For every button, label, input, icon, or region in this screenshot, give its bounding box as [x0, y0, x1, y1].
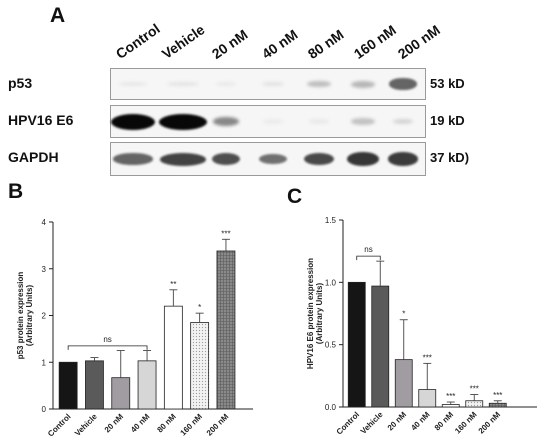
blot-band [389, 78, 417, 90]
blot-band [118, 81, 148, 87]
y-tick-label: 1.0 [325, 278, 337, 287]
x-tick-label: 40 nM [409, 410, 432, 433]
x-tick-label: Control [335, 410, 361, 436]
blot-band [262, 81, 284, 87]
blot-band [392, 118, 414, 125]
y-tick-label: 0.5 [325, 341, 337, 350]
blot-size-label: 37 kD) [430, 150, 470, 165]
panel-letter-b: B [8, 180, 24, 203]
y-tick-label: 4 [42, 218, 47, 227]
blot-band [167, 81, 199, 87]
y-tick-label: 1 [42, 358, 47, 367]
bar [137, 360, 157, 410]
x-tick-label: 200 nM [205, 412, 231, 438]
significance-label: * [198, 303, 201, 312]
significance-label: *** [221, 229, 230, 238]
lane-label: Control [112, 20, 163, 62]
x-tick-label: 160 nM [453, 410, 479, 436]
blot-band [347, 152, 379, 166]
bar [85, 360, 104, 410]
bar-chart-p53: 0 1 2 3 4 p53 protein expression (Arbitrary Un… [16, 218, 253, 439]
blot-row-label: p53 [8, 75, 33, 91]
significance-label: ** [170, 280, 176, 289]
bracket-label: ns [103, 335, 111, 344]
bar [111, 377, 131, 410]
lane-label: 40 nM [258, 26, 301, 62]
blot-band [213, 116, 239, 127]
y-tick-label: 0 [42, 405, 47, 414]
significance-label: *** [446, 392, 455, 401]
lane-label: Vehicle [158, 21, 208, 62]
significance-label: *** [470, 385, 479, 394]
bar [216, 250, 236, 410]
bar [465, 400, 484, 408]
x-tick-label: Vehicle [359, 410, 385, 436]
bracket-label: ns [364, 245, 372, 254]
bar [418, 389, 437, 408]
blot-band [111, 113, 155, 130]
y-tick-label: 0.0 [325, 403, 337, 412]
blot-band [351, 118, 375, 125]
bar [190, 322, 210, 410]
blot-band [216, 81, 236, 87]
blot-band [307, 80, 331, 88]
y-tick-label: 3 [42, 265, 47, 274]
significance-label: *** [423, 353, 432, 362]
x-tick-label: 20 nM [103, 412, 126, 435]
blot-band [308, 119, 330, 124]
bar [58, 361, 78, 410]
blot-band [159, 113, 207, 130]
blot-row-label: HPV16 E6 [8, 112, 74, 128]
blot-band [112, 153, 153, 165]
significance-label: * [402, 310, 405, 319]
x-tick-label: Vehicle [73, 412, 99, 438]
lane-label: 160 nM [350, 21, 399, 62]
x-tick-label: 40 nM [129, 412, 152, 435]
x-tick-label: 80 nM [155, 412, 178, 435]
blot-size-label: 53 kD [430, 76, 465, 91]
bar [163, 305, 183, 410]
blot-strip [110, 105, 426, 138]
lane-label: 200 nM [394, 21, 443, 62]
blot-band [262, 119, 284, 124]
significance-bracket [67, 345, 148, 350]
y-axis-label: HPV16 E6 protein expression [306, 258, 315, 369]
blot-band [303, 152, 335, 166]
x-tick-label: Control [46, 412, 72, 438]
y-axis-label: p53 protein expression [16, 272, 25, 360]
bar-chart-hpv16-e6: 0.0 0.5 1.0 1.5 HPV16 E6 protein expression(… [306, 216, 537, 437]
blot-band [350, 80, 376, 88]
x-tick-label: 20 nM [386, 410, 409, 433]
blot-size-label: 19 kD [430, 113, 465, 128]
significance-label: *** [493, 391, 502, 400]
blot-row-label: GAPDH [8, 149, 59, 165]
lane-label: 80 nM [304, 26, 347, 62]
blot-band [258, 153, 288, 165]
x-tick-label: 160 nM [179, 412, 205, 438]
bar [441, 404, 460, 408]
blot-strip [110, 142, 426, 176]
significance-bracket [356, 255, 381, 261]
x-tick-label: 200 nM [477, 410, 503, 436]
blot-strip [110, 68, 426, 100]
blot-band [211, 152, 241, 166]
bar [394, 359, 413, 408]
y-tick-label: 1.5 [325, 216, 337, 225]
panel-letter-a: A [50, 4, 66, 27]
blot-band [159, 152, 207, 166]
bar [347, 281, 366, 408]
blot-band [388, 152, 418, 166]
y-axis-label: (Arbitrary Units) [25, 284, 34, 346]
y-tick-label: 2 [42, 312, 47, 321]
bar [488, 402, 507, 408]
lane-label: 20 nM [208, 26, 251, 62]
panel-letter-c: C [287, 185, 303, 208]
y-axis-label: (Arbitrary Units) [315, 282, 324, 344]
bar [371, 285, 390, 408]
